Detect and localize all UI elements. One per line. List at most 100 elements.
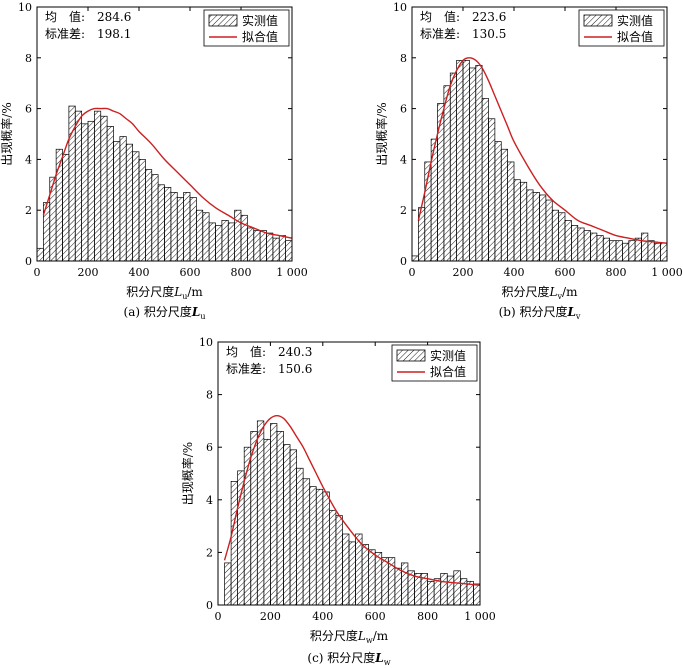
histogram-bars (224, 420, 481, 606)
caption-text: (c) 积分尺度 (307, 650, 375, 665)
histogram-bar (634, 237, 642, 262)
stats-annotation: 均 值: 223.6 标准差: 130.5 (420, 9, 506, 41)
histogram-bar (113, 141, 121, 262)
histogram-bar (660, 242, 668, 262)
histogram-bar (622, 242, 630, 262)
x-axis-label-var: L (357, 629, 366, 643)
std-value: 150.6 (278, 362, 312, 376)
histogram-bar (577, 227, 585, 262)
caption-text: (b) 积分尺度 (499, 304, 568, 319)
mean-label: 均 值: (45, 9, 85, 24)
histogram-bar (87, 120, 95, 262)
x-axis-label-sub: w (366, 636, 373, 645)
histogram-bar (532, 192, 540, 262)
y-tick-label: 4 (25, 153, 32, 166)
legend-label-measured: 实测值 (242, 13, 278, 28)
std-value: 198.1 (97, 27, 131, 41)
histogram-bar (411, 255, 419, 262)
histogram-bar (368, 549, 376, 606)
histogram-bar (145, 169, 153, 262)
histogram-bar (315, 488, 324, 606)
y-axis-label: 出现概率/% (374, 102, 389, 165)
y-axis-label: 出现概率/% (180, 442, 195, 505)
legend-label-fitted: 拟合值 (242, 29, 278, 44)
caption-text: (a) 积分尺度 (124, 304, 192, 319)
std-value: 130.5 (472, 27, 506, 41)
mean-label: 均 值: (420, 9, 460, 24)
caption-sub: v (575, 312, 581, 321)
histogram-bar (469, 67, 477, 262)
x-axis-label: 积分尺度Lu/m (126, 284, 203, 301)
x-axis-label: 积分尺度Lv/m (502, 284, 579, 301)
histogram-bar (449, 72, 457, 262)
chart-panel-c: 0 200 400 600 800 1 0000246810出现概率/%积分尺度Lw/m(… (180, 336, 496, 667)
histogram-bar (266, 232, 274, 262)
histogram-bar (276, 431, 284, 606)
histogram-bar (285, 240, 293, 262)
chart-panel-b: 0 200 400 600 800 1 0000246810出现概率/%积分尺度Lv/m(… (374, 1, 683, 321)
histogram-bar (583, 230, 591, 262)
y-tick-label: 0 (25, 255, 32, 268)
histogram-bar (157, 184, 165, 262)
caption-var: L (191, 305, 200, 319)
y-tick-label: 4 (206, 494, 213, 507)
histogram-bar (500, 148, 508, 262)
std-label: 标准差: (420, 27, 460, 41)
x-tick-label: 600 (180, 266, 201, 279)
histogram-bar (374, 552, 383, 606)
y-tick-label: 10 (199, 336, 213, 349)
histogram-bar (224, 562, 232, 606)
histogram-bar (234, 209, 242, 262)
histogram-bar (256, 420, 265, 606)
x-axis-label-text: 积分尺度 (126, 284, 174, 299)
histogram-bar (520, 181, 528, 262)
histogram-bar (302, 478, 311, 606)
histogram-bar (602, 237, 610, 262)
y-tick-label: 2 (25, 204, 32, 217)
histogram-bar (342, 533, 350, 606)
histogram-bar (443, 85, 451, 262)
y-axis-label: 出现概率/% (0, 102, 14, 165)
x-tick-label: 400 (312, 610, 333, 623)
x-tick-label: 600 (365, 610, 386, 623)
histogram-bar (309, 486, 317, 606)
histogram-bars (36, 105, 293, 262)
histogram-bar (196, 209, 204, 262)
x-axis-label-text: 积分尺度 (310, 628, 358, 643)
histogram-bar (189, 197, 197, 262)
legend-swatch-measured (208, 14, 238, 27)
histogram-bar (329, 509, 337, 606)
histogram-bar (230, 481, 239, 606)
mean-label: 均 值: (226, 344, 266, 359)
histogram-bar (628, 240, 636, 262)
histogram-bar (475, 65, 483, 262)
y-tick-label: 6 (206, 441, 213, 454)
histogram-bar (81, 123, 89, 262)
panel-caption: (a) 积分尺度Lu (124, 304, 206, 321)
y-tick-label: 4 (400, 153, 407, 166)
histogram-bar (456, 59, 464, 262)
histogram-bar (348, 541, 356, 606)
x-axis-label-unit: /m (562, 285, 578, 299)
x-tick-label: 200 (453, 266, 474, 279)
legend-swatch-measured (396, 349, 426, 362)
legend-label-fitted: 拟合值 (430, 364, 466, 379)
histogram-bar (164, 186, 172, 262)
histogram-bar (259, 230, 267, 262)
fit-curve-line (223, 414, 481, 586)
x-axis-label-sub: u (182, 292, 187, 301)
caption-sub: u (200, 312, 205, 321)
y-tick-label: 8 (400, 52, 407, 65)
mean-value: 284.6 (97, 10, 131, 24)
histogram-bar (488, 118, 496, 262)
x-tick-label: 0 (34, 266, 41, 279)
x-axis-label: 积分尺度Lw/m (310, 628, 389, 645)
histogram-bar (462, 59, 470, 262)
histogram-bar (440, 573, 448, 606)
histogram-bar (427, 580, 435, 606)
y-tick-label: 6 (25, 103, 32, 116)
x-tick-label: 0 (409, 266, 416, 279)
